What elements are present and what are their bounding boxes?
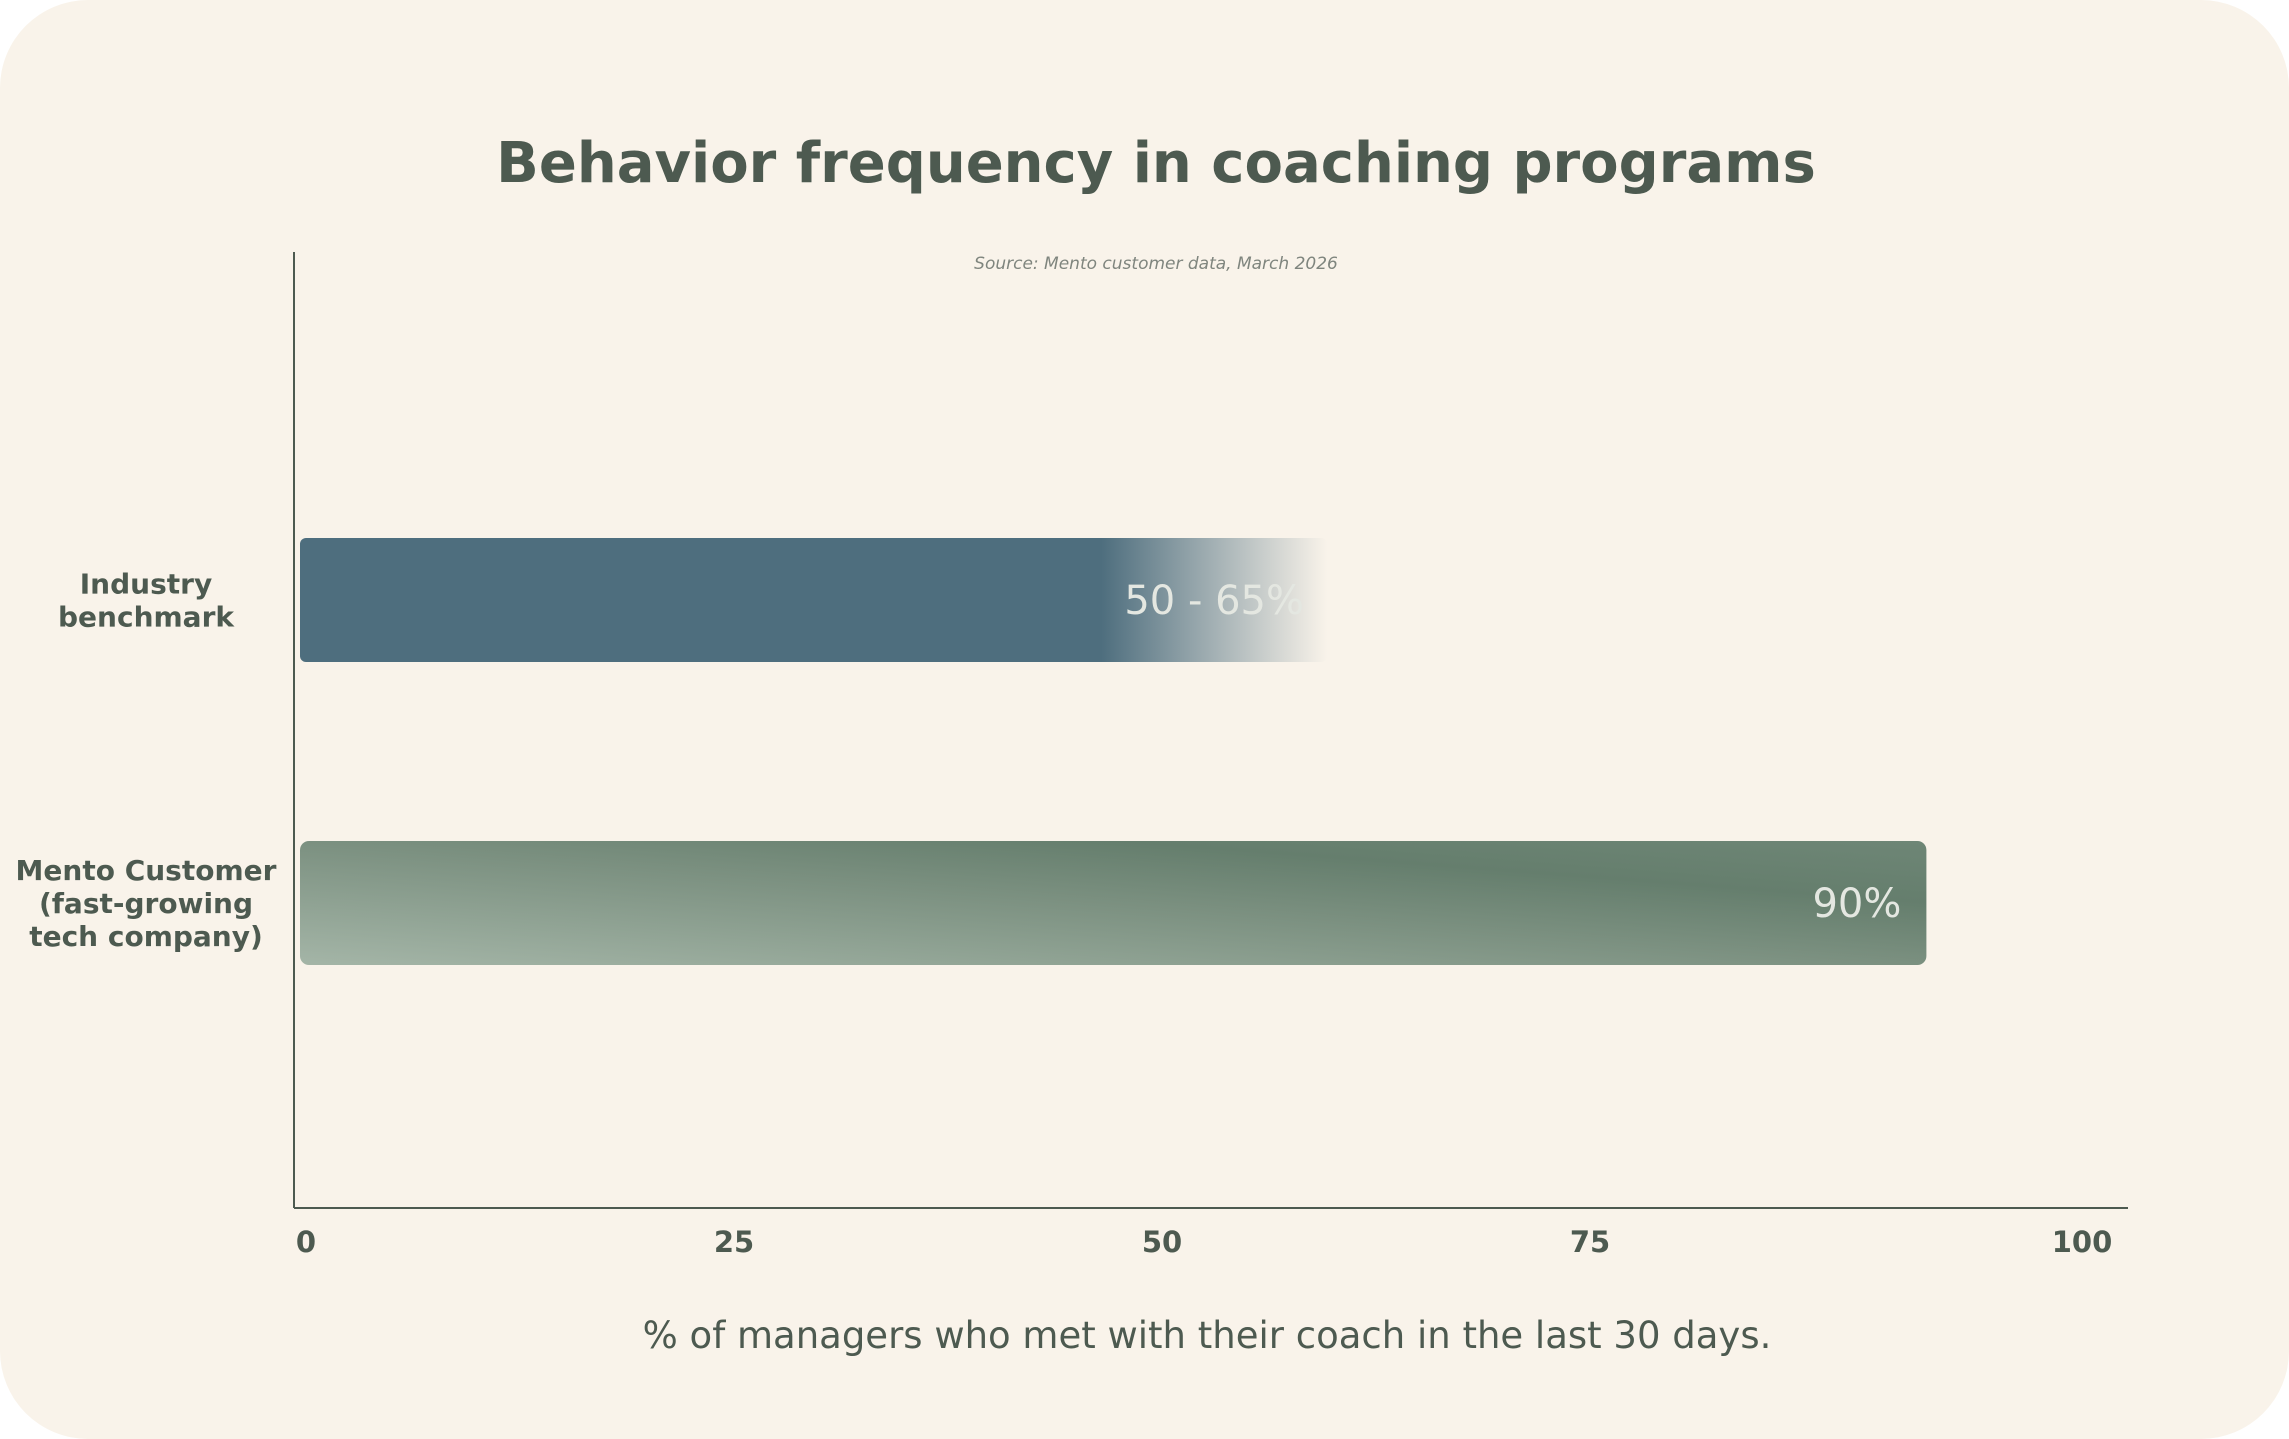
bar-group: 50 - 65% Industry benchmark <box>58 538 1328 662</box>
category-label: Mento Customer (fast-growing tech company) <box>16 854 277 953</box>
chart-title: Behavior frequency in coaching programs <box>496 131 1816 196</box>
category-label: Industry benchmark <box>58 568 235 634</box>
chart-source-note: Source: Mento customer data, March 2026 <box>974 254 1338 274</box>
category-label-line: Industry <box>80 568 212 601</box>
x-tick-label: 0 <box>296 1225 316 1259</box>
category-label-line: benchmark <box>58 601 235 634</box>
bar-group: 90% Mento Customer (fast-growing tech compa… <box>16 841 1927 965</box>
x-axis-label: % of managers who met with their coach i… <box>643 1314 1772 1357</box>
bar-industry-benchmark <box>300 538 1328 662</box>
x-tick-label: 50 <box>1142 1225 1182 1259</box>
bar-data-label: 90% <box>1812 881 1901 927</box>
x-tick-label: 100 <box>2052 1225 2113 1259</box>
category-label-line: tech company) <box>29 920 263 953</box>
category-label-line: Mento Customer <box>16 854 277 887</box>
x-ticks-group: 0 25 50 75 100 <box>296 1225 2112 1259</box>
x-tick-label: 25 <box>714 1225 754 1259</box>
bar-data-label: 50 - 65% <box>1124 578 1304 624</box>
x-tick-label: 75 <box>1570 1225 1610 1259</box>
category-label-line: (fast-growing <box>39 887 253 920</box>
bars-group: 50 - 65% Industry benchmark 90% Mento Custom… <box>16 538 1927 965</box>
bar-mento-customer <box>300 841 1927 965</box>
